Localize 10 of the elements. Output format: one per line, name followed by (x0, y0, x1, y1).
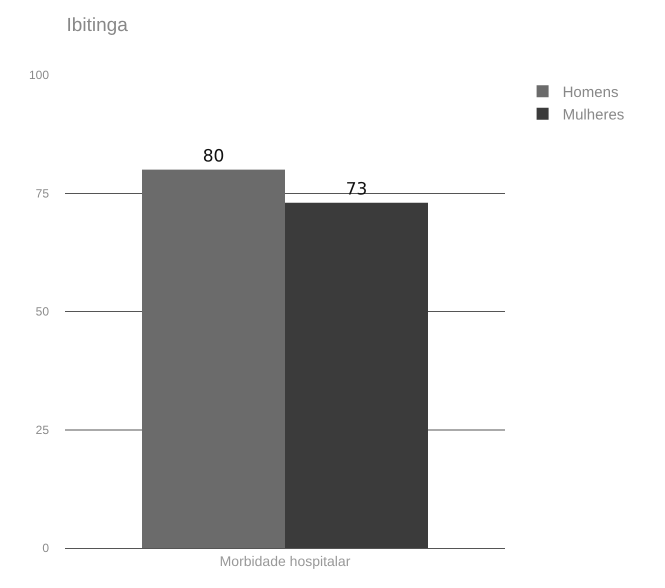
y-tick-label: 100 (28, 68, 50, 82)
y-tick-label: 75 (36, 186, 50, 200)
data-label: 80 (202, 146, 224, 167)
y-tick-label: 50 (36, 304, 50, 319)
x-tick-label: Morbidade hospitalar (220, 552, 351, 569)
legend-label: Mulheres (562, 106, 624, 124)
chart-title: Ibitinga (66, 14, 128, 36)
y-tick-label: 25 (36, 422, 50, 437)
legend-label: Homens (562, 84, 618, 102)
y-tick-label: 0 (42, 541, 50, 556)
